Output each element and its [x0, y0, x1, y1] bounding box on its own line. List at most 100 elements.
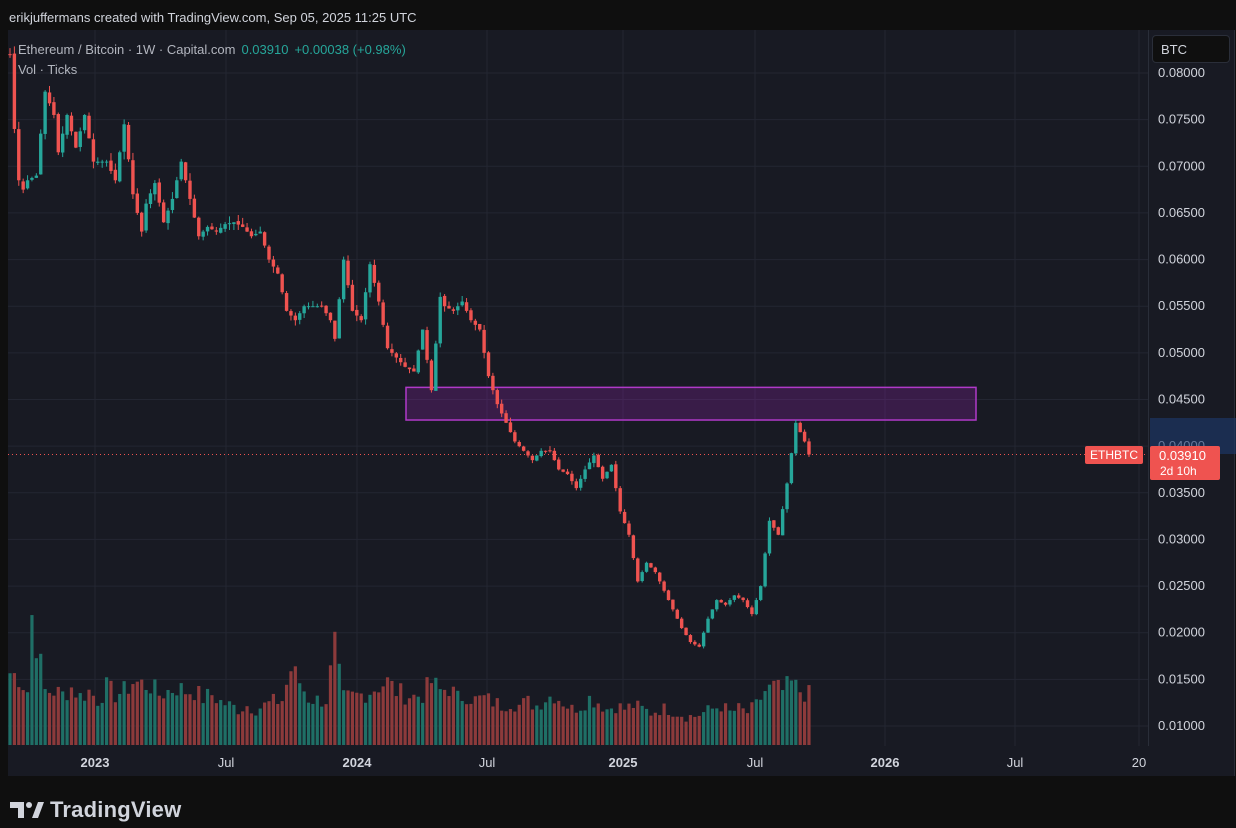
volume-bar — [148, 693, 153, 745]
candle-body — [794, 422, 798, 454]
tradingview-logo[interactable]: TradingView — [10, 797, 181, 823]
candle-body — [618, 488, 622, 512]
volume-bar — [579, 710, 583, 745]
candle-body — [355, 309, 359, 316]
volume-bar — [324, 704, 328, 745]
candle-body — [144, 203, 148, 231]
price-chart[interactable]: 0.08000 0.07500 0.07000 0.06500 0.06000 0.055… — [0, 0, 1236, 776]
price-axis-divider — [1148, 30, 1149, 746]
y-axis-tick-label: 0.03500 — [1158, 485, 1205, 500]
candle-body — [526, 451, 530, 456]
candle-body — [631, 535, 636, 559]
candle-body — [587, 462, 592, 470]
volume-bar — [517, 704, 521, 745]
candle-body — [328, 312, 333, 321]
volume-bar — [17, 687, 21, 745]
volume-bar — [728, 710, 732, 745]
candle-body — [719, 600, 723, 603]
volume-bar — [337, 663, 341, 745]
candle-body — [43, 91, 47, 134]
candle-body — [39, 133, 43, 175]
volume-bar — [644, 708, 649, 745]
volume-legend[interactable]: Vol · Ticks — [18, 62, 78, 77]
candle-body — [451, 309, 456, 311]
volume-bar — [627, 703, 631, 745]
volume-bar — [434, 677, 438, 745]
candle-body — [482, 329, 486, 353]
candle-body — [315, 306, 319, 308]
chart-pane[interactable] — [8, 30, 1235, 776]
volume-bar — [688, 715, 693, 745]
volume-bar — [188, 694, 192, 745]
volume-bar — [258, 708, 262, 745]
volume-bar — [684, 721, 688, 745]
candle-body — [78, 131, 82, 147]
volume-bar — [557, 700, 561, 745]
candle-body — [271, 259, 276, 267]
candle-body — [561, 469, 565, 472]
candle-body — [333, 320, 337, 339]
candle-body — [416, 350, 420, 373]
candle-body — [109, 160, 113, 171]
candle-body — [280, 274, 284, 293]
currency-button[interactable]: BTC — [1152, 35, 1230, 63]
candle-body — [785, 483, 789, 510]
candle-body — [697, 644, 701, 647]
volume-bar — [412, 694, 416, 745]
volume-bar — [21, 690, 25, 745]
volume-bar — [565, 708, 570, 745]
volume-bar — [184, 694, 188, 745]
x-axis-tick-label: 2025 — [609, 755, 638, 770]
candle-body — [429, 360, 434, 391]
volume-bar — [794, 679, 798, 745]
candle-body — [504, 413, 508, 423]
volume-bar — [614, 713, 618, 745]
candle-body — [570, 473, 574, 482]
candle-body — [420, 329, 425, 350]
candle-body — [499, 403, 504, 414]
candle-body — [25, 180, 30, 189]
bar-countdown: 2d 10h — [1160, 464, 1197, 478]
candle-body — [197, 217, 201, 237]
volume-bar — [666, 715, 671, 745]
candle-body — [69, 115, 74, 132]
candle-body — [302, 306, 306, 314]
volume-bar — [267, 701, 271, 745]
volume-bar — [741, 708, 745, 745]
volume-bar — [381, 686, 385, 745]
candle-body — [104, 161, 109, 163]
volume-bar — [363, 702, 368, 745]
volume-bar — [254, 715, 258, 745]
volume-bar — [789, 680, 794, 745]
volume-bar — [552, 703, 556, 745]
candle-body — [565, 471, 570, 475]
volume-bar — [350, 691, 355, 745]
volume-bar — [100, 702, 104, 745]
volume-bar — [504, 711, 508, 745]
volume-bar — [359, 693, 363, 745]
x-axis-tick-label: Jul — [218, 755, 235, 770]
candle-body — [227, 223, 232, 225]
candle-body — [798, 422, 802, 433]
volume-bar — [464, 704, 469, 745]
candle-body — [135, 193, 140, 213]
candle-body — [52, 102, 56, 115]
symbol-legend[interactable]: Ethereum / Bitcoin · 1W · Capital.com 0.0… — [18, 42, 406, 57]
volume-bar — [802, 701, 807, 745]
volume-bar — [355, 692, 359, 745]
volume-bar — [425, 677, 429, 745]
volume-bar — [500, 710, 504, 745]
candle-body — [324, 305, 328, 314]
candle-body — [47, 92, 52, 104]
y-axis-tick-label: 0.02000 — [1158, 625, 1205, 640]
volume-bar — [640, 705, 644, 745]
y-axis-tick-label: 0.06500 — [1158, 205, 1205, 220]
candle-body — [153, 183, 157, 195]
volume-bar — [74, 697, 78, 745]
volume-bar — [214, 703, 218, 745]
volume-bar — [390, 680, 394, 745]
volume-bar — [135, 681, 139, 745]
volume-bar — [227, 701, 232, 745]
candle-body — [636, 558, 640, 582]
volume-bar — [486, 693, 491, 745]
